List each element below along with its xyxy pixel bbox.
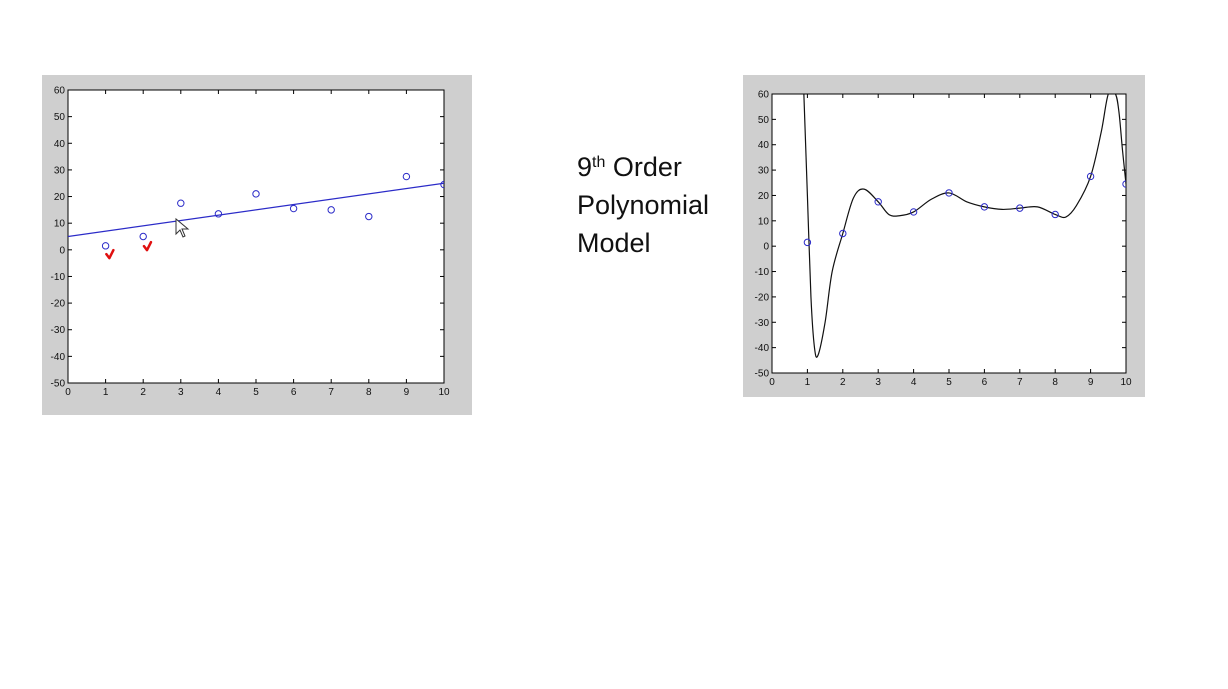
right-y-tick-label: -10 [755, 267, 770, 278]
right-x-tick-label: 5 [946, 377, 952, 388]
left-data-point [440, 180, 444, 189]
caption-line-1: 9th Order [577, 148, 709, 186]
right-y-tick-label: 10 [758, 216, 770, 227]
right-y-tick-label: 40 [758, 140, 770, 151]
left-y-tick-label: 50 [54, 112, 66, 123]
left-y-tick-label: 10 [54, 219, 66, 230]
left-x-tick-label: 7 [328, 387, 334, 398]
right-plot-area [771, 93, 1127, 374]
left-data-point [214, 210, 223, 218]
caption-order-suffix: th [592, 154, 606, 171]
caption-order-number: 9 [577, 152, 593, 182]
left-check-mark [142, 240, 153, 252]
right-y-tick-label: 50 [758, 115, 770, 126]
left-series-group [68, 172, 444, 250]
model-caption: 9th Order Polynomial Model [577, 148, 709, 262]
left-y-tick-label: -10 [51, 272, 66, 283]
left-y-tick-label: 20 [54, 192, 66, 203]
right-data-point [909, 208, 918, 216]
right-data-point [874, 198, 882, 206]
left-check-mark [105, 248, 115, 260]
left-y-tick-label: 60 [54, 86, 66, 97]
linear-fit-figure: 0 1 2 3 4 5 6 7 8 9 10 -50 -40 -30 -20 -10 0 10 20 30 40 50 60 [42, 75, 472, 415]
right-data-point [1051, 210, 1059, 219]
right-data-point [1086, 172, 1095, 181]
left-x-tick-label: 1 [103, 387, 109, 398]
right-x-tick-label: 6 [982, 377, 988, 388]
left-fit-line [68, 182, 444, 238]
left-data-point [402, 172, 411, 181]
right-data-point [1122, 180, 1126, 188]
left-x-tick-label: 8 [366, 387, 372, 398]
left-y-tick-label: 30 [54, 165, 66, 176]
left-x-tick-label: 6 [291, 387, 297, 398]
left-y-tick-label: 40 [54, 139, 66, 150]
right-x-tick-label: 10 [1120, 377, 1132, 388]
right-x-tick-label: 7 [1017, 377, 1023, 388]
left-plot-area [67, 89, 445, 384]
left-y-tick-label: -20 [51, 299, 66, 310]
right-x-tick-label: 9 [1088, 377, 1094, 388]
right-x-tick-label: 1 [805, 377, 811, 388]
caption-order-word: Order [605, 152, 682, 182]
left-data-point [289, 204, 298, 213]
right-y-tick-label: 60 [758, 90, 770, 101]
right-y-tick-label: 0 [763, 242, 769, 253]
left-data-point [252, 190, 260, 198]
caption-line-3: Model [577, 228, 651, 258]
right-data-point [980, 203, 989, 211]
right-x-tick-label: 3 [875, 377, 881, 388]
right-y-tick-label: 30 [758, 166, 770, 177]
right-x-tick-label: 4 [911, 377, 917, 388]
right-data-point [1016, 204, 1024, 212]
linear-fit-chart: 0 1 2 3 4 5 6 7 8 9 10 -50 -40 -30 -20 -10 0 10 20 30 40 50 60 [51, 86, 450, 399]
right-data-point [803, 238, 812, 247]
left-x-tick-label: 2 [140, 387, 146, 398]
right-y-tick-label: 20 [758, 191, 770, 202]
left-x-tick-label: 9 [404, 387, 410, 398]
polynomial-fit-figure: 0 1 2 3 4 5 6 7 8 9 10 -50 -40 -30 -20 -10 0 10 20 30 40 50 60 [743, 75, 1145, 397]
polynomial-fit-chart: 0 1 2 3 4 5 6 7 8 9 10 -50 -40 -30 -20 -10 0 10 20 30 40 50 60 [755, 90, 1132, 389]
left-data-point [177, 199, 185, 207]
right-x-tick-label: 2 [840, 377, 846, 388]
caption-line-2: Polynomial [577, 190, 710, 220]
left-data-point [365, 212, 373, 221]
left-y-tick-label: 0 [59, 245, 65, 256]
right-data-point [945, 189, 953, 197]
mouse-cursor-icon [175, 217, 190, 238]
right-y-tick-label: -30 [755, 318, 770, 329]
right-poly-curve [803, 94, 1126, 358]
left-y-tick-label: -30 [51, 325, 66, 336]
right-y-tick-label: -40 [755, 343, 770, 354]
left-x-tick-label: 0 [65, 387, 71, 398]
left-y-tick-label: -50 [51, 379, 66, 390]
left-x-tick-label: 5 [253, 387, 259, 398]
left-data-point [139, 232, 147, 241]
right-data-point [839, 229, 847, 238]
right-series-group [803, 94, 1126, 358]
left-x-tick-label: 4 [216, 387, 222, 398]
right-x-tick-label: 0 [769, 377, 775, 388]
left-x-tick-label: 10 [438, 387, 450, 398]
left-data-point [101, 242, 110, 250]
left-x-tick-label: 3 [178, 387, 184, 398]
left-data-point [327, 206, 335, 214]
right-y-tick-label: -20 [755, 292, 770, 303]
left-y-tick-label: -40 [51, 352, 66, 363]
right-y-tick-label: -50 [755, 369, 770, 380]
right-x-tick-label: 8 [1052, 377, 1058, 388]
